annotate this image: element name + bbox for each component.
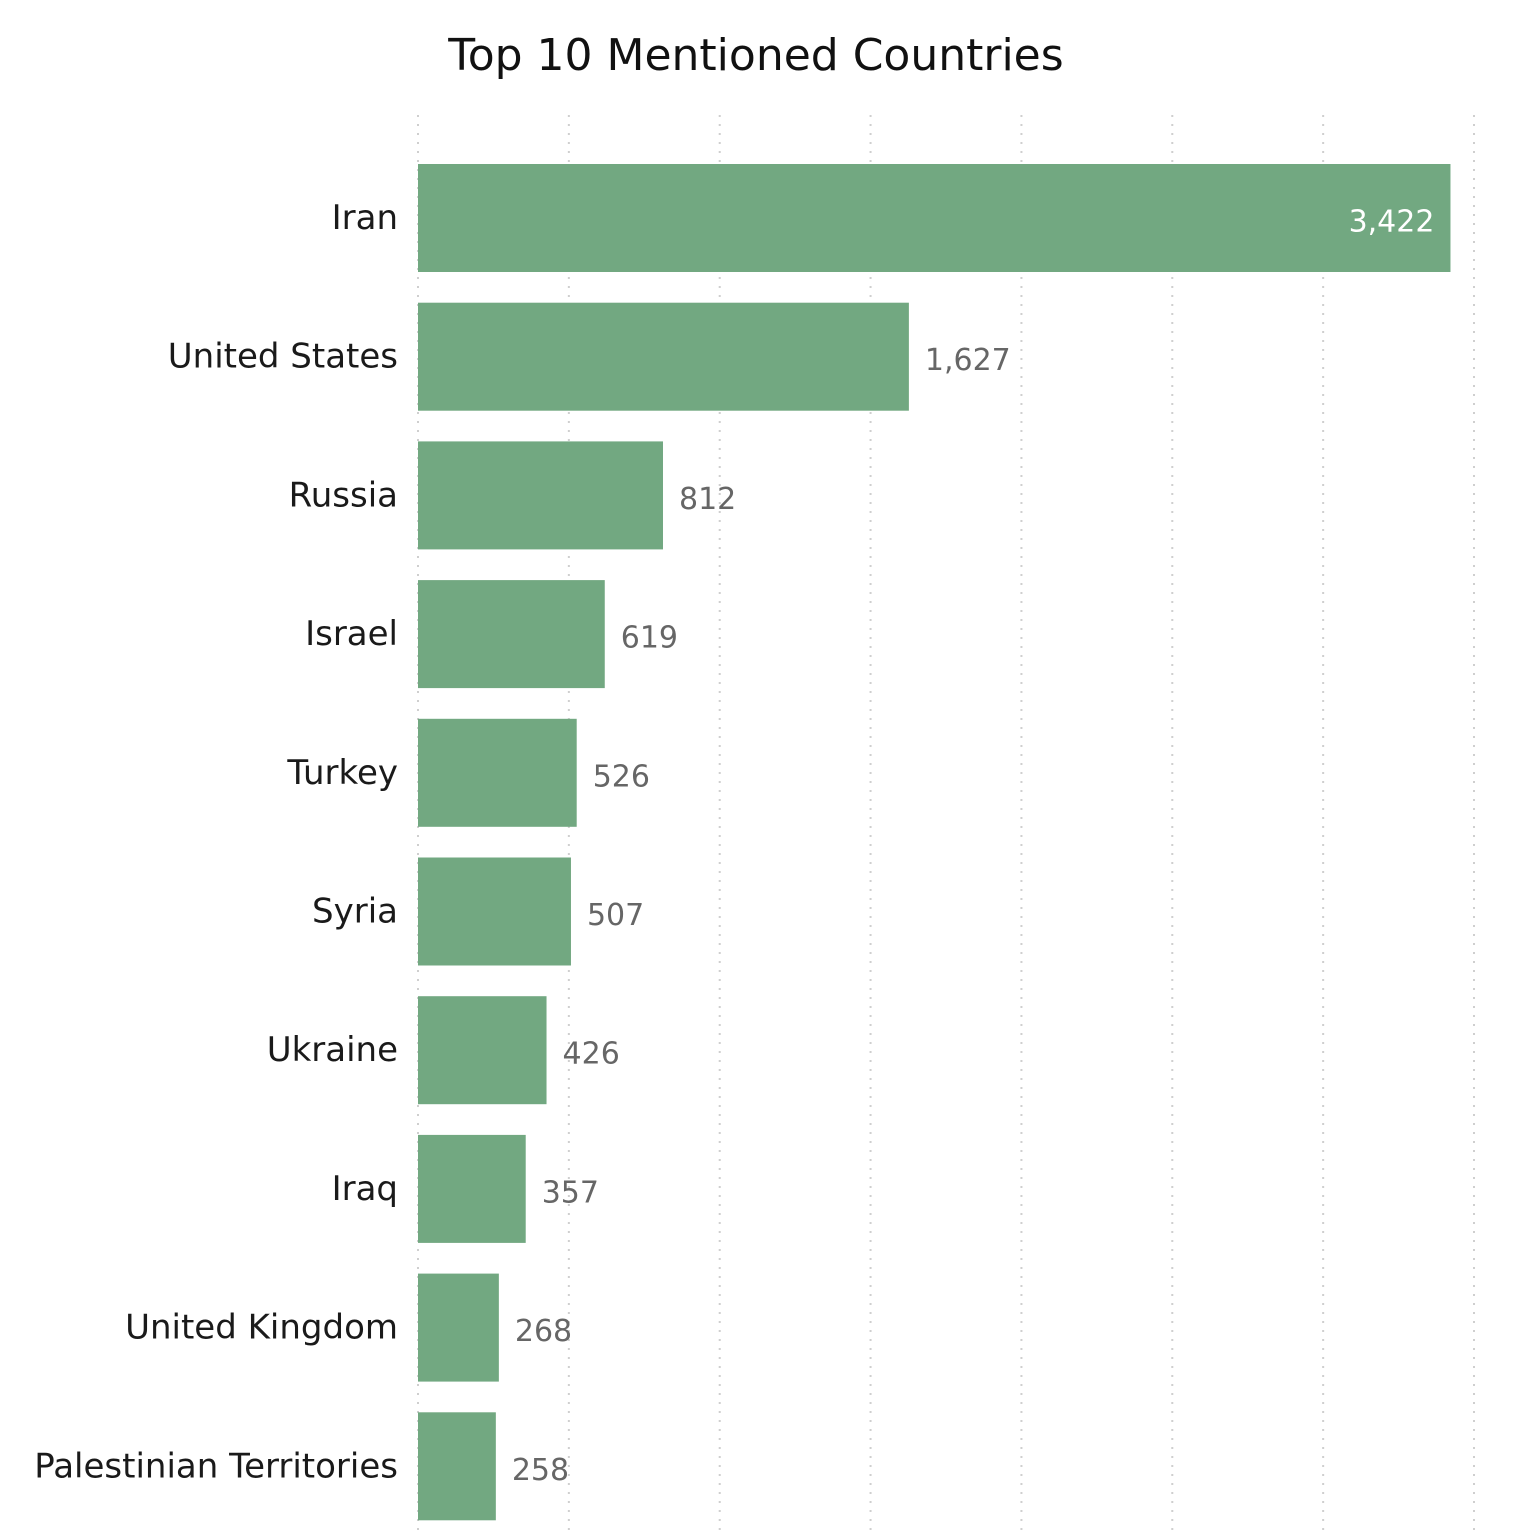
category-label: Palestinian Territories: [34, 1446, 398, 1486]
bar: [418, 441, 663, 550]
bar: [418, 164, 1451, 272]
data-label: 426: [563, 1037, 620, 1072]
bar: [418, 580, 605, 689]
data-label: 1,627: [925, 343, 1011, 378]
bars: [418, 164, 1451, 1521]
bar: [418, 1273, 499, 1382]
value-labels: 3,422 1,627 812 619 526 507 426 357 268 258: [512, 205, 1435, 1488]
category-label: Syria: [312, 892, 398, 932]
bar: [418, 302, 909, 411]
bar: [418, 996, 547, 1105]
category-label: Turkey: [286, 753, 398, 793]
data-label: 526: [593, 759, 650, 794]
data-label: 812: [679, 482, 736, 517]
bar: [418, 718, 577, 827]
category-label: Iraq: [332, 1169, 398, 1209]
category-label: United Kingdom: [125, 1308, 398, 1348]
data-label: 507: [587, 898, 644, 933]
bar: [418, 1412, 496, 1521]
data-label: 258: [512, 1453, 569, 1488]
category-label: United States: [168, 337, 398, 377]
category-label: Ukraine: [267, 1030, 398, 1070]
data-label: 357: [542, 1175, 599, 1210]
category-label: Iran: [332, 198, 398, 238]
chart-title: Top 10 Mentioned Countries: [447, 30, 1063, 81]
category-label: Israel: [305, 614, 398, 654]
data-label: 3,422: [1349, 205, 1435, 240]
category-labels: Iran United States Russia Israel Turkey Syria…: [34, 198, 398, 1486]
bar: [418, 1134, 526, 1243]
bar: [418, 857, 571, 966]
data-label: 268: [515, 1314, 572, 1349]
data-label: 619: [621, 621, 678, 656]
category-label: Russia: [289, 475, 398, 515]
